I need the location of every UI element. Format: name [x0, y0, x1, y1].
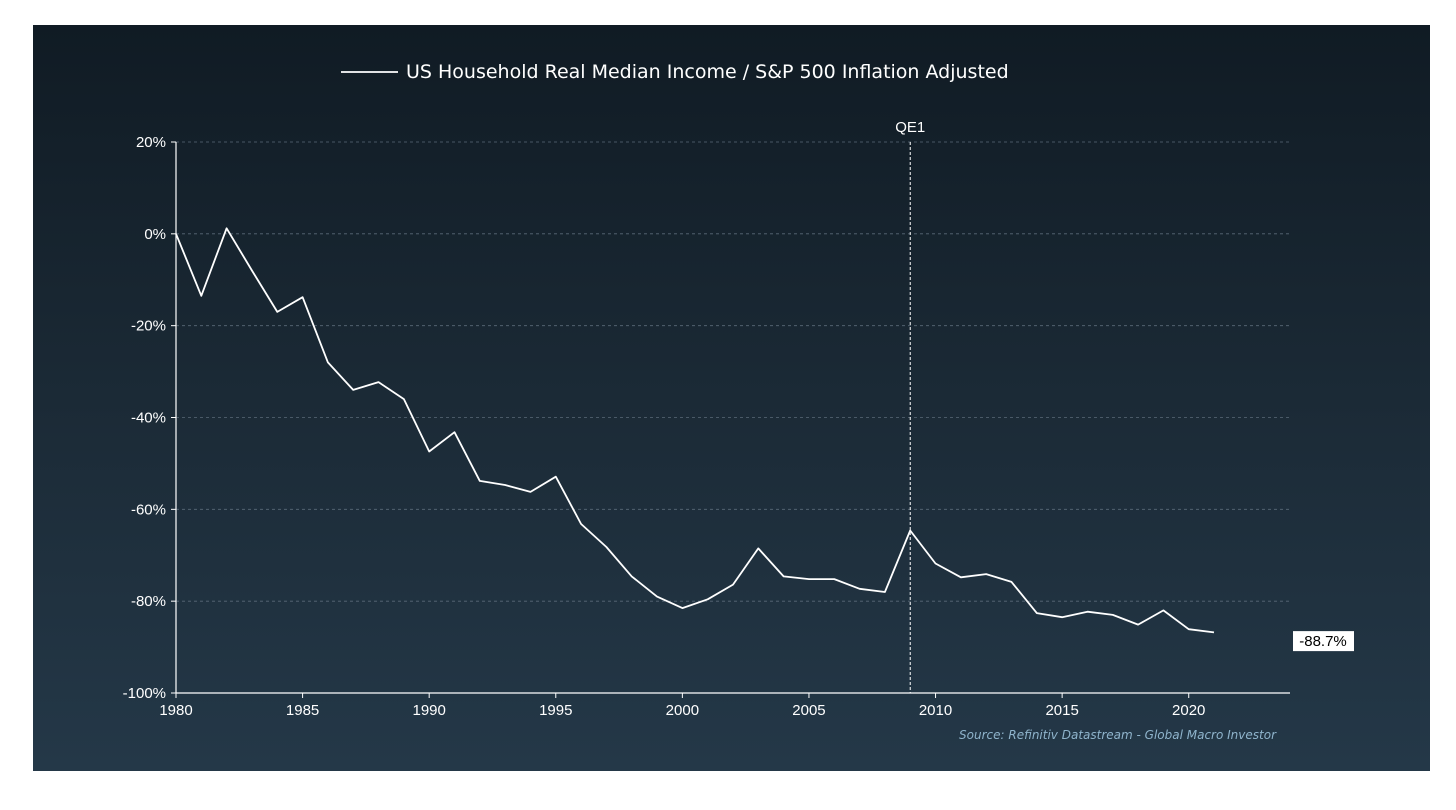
- data-point-2019: [1161, 608, 1165, 612]
- axis-layer: [175, 142, 1290, 694]
- end-value-box: [1293, 631, 1354, 652]
- x-tick-labels: 1980 1985 1990 1995 2000 2005 2010 2015 2020: [159, 693, 1205, 719]
- data-point-2009: [908, 528, 912, 532]
- annotation-layer: QE1: [895, 119, 925, 693]
- series-line: [175, 227, 1215, 634]
- data-point-2008: [883, 590, 887, 594]
- data-point-2015: [1060, 615, 1064, 619]
- data-point-2000: [680, 606, 684, 610]
- y-tick-label-3: -40%: [131, 410, 166, 427]
- data-point-1985: [301, 295, 305, 299]
- y-tick-label-1: 0%: [144, 226, 166, 243]
- data-point-1988: [377, 380, 381, 384]
- source-text: Source: Refinitiv Datastream - Global Ma…: [959, 728, 1277, 742]
- data-point-2017: [1111, 613, 1115, 617]
- data-point-1984: [275, 310, 279, 314]
- x-tick-label-1: 1985: [286, 702, 319, 719]
- data-point-1980: [174, 232, 178, 236]
- data-point-1990: [427, 449, 431, 453]
- data-point-2013: [1010, 580, 1014, 584]
- data-point-2003: [756, 546, 760, 550]
- data-point-1995: [554, 475, 558, 479]
- legend: US Household Real Median Income / S&P 50…: [341, 61, 1009, 83]
- x-tick-label-2: 1990: [412, 702, 445, 719]
- data-point-2020: [1187, 627, 1191, 631]
- data-point-1996: [579, 522, 583, 526]
- data-point-2005: [807, 577, 811, 581]
- y-tick-label-5: -80%: [131, 593, 166, 610]
- data-point-1998: [630, 574, 634, 578]
- data-point-1993: [503, 483, 507, 487]
- data-point-1994: [528, 490, 532, 494]
- y-tick-label-6: -100%: [123, 685, 166, 702]
- legend-label: US Household Real Median Income / S&P 50…: [406, 61, 1009, 83]
- data-point-1986: [326, 360, 330, 364]
- data-point-2011: [959, 575, 963, 579]
- data-point-2010: [934, 562, 938, 566]
- y-tick-label-0: 20%: [136, 134, 166, 151]
- data-point-2016: [1085, 610, 1089, 614]
- x-tick-label-7: 2015: [1045, 702, 1078, 719]
- data-point-1982: [225, 226, 229, 230]
- data-point-2002: [731, 583, 735, 587]
- x-tick-label-3: 1995: [539, 702, 572, 719]
- grid-layer: [171, 141, 1290, 694]
- y-tick-label-4: -60%: [131, 501, 166, 518]
- x-tick-label-8: 2020: [1172, 702, 1205, 719]
- end-value-text: -88.7%: [1299, 633, 1347, 650]
- x-tick-label-4: 2000: [666, 702, 699, 719]
- data-point-2001: [706, 597, 710, 601]
- data-point-1992: [478, 479, 482, 483]
- data-point-2006: [832, 577, 836, 581]
- data-point-2004: [782, 574, 786, 578]
- x-tick-label-0: 1980: [159, 702, 192, 719]
- data-point-2014: [1035, 611, 1039, 615]
- data-point-1999: [655, 595, 659, 599]
- chart-svg: 20%0%-20%-40%-60%-80%-100% 1980 1985 1990 1…: [123, 61, 1354, 742]
- data-point-1987: [351, 388, 355, 392]
- y-tick-labels: 20% 0% -20% -40% -60% -80% -100%: [123, 134, 166, 702]
- x-tick-label-5: 2005: [792, 702, 825, 719]
- data-point-1989: [402, 397, 406, 401]
- x-tick-label-6: 2010: [919, 702, 952, 719]
- data-point-1983: [250, 269, 254, 273]
- data-point-1991: [453, 430, 457, 434]
- data-point-2012: [984, 572, 988, 576]
- data-point-2007: [858, 587, 862, 591]
- end-value-badge: -88.7%: [1293, 631, 1354, 652]
- series-layer: [174, 226, 1216, 634]
- data-point-2021: [1212, 630, 1216, 634]
- data-point-1981: [199, 294, 203, 298]
- chart-panel: 20% 0% -20% -40% -60% -80% -100% 1980 1985 1990 1…: [33, 25, 1430, 771]
- data-point-1997: [604, 545, 608, 549]
- y-tick-label-2: -20%: [131, 318, 166, 335]
- data-point-2018: [1136, 623, 1140, 627]
- qe1-label: QE1: [895, 119, 925, 136]
